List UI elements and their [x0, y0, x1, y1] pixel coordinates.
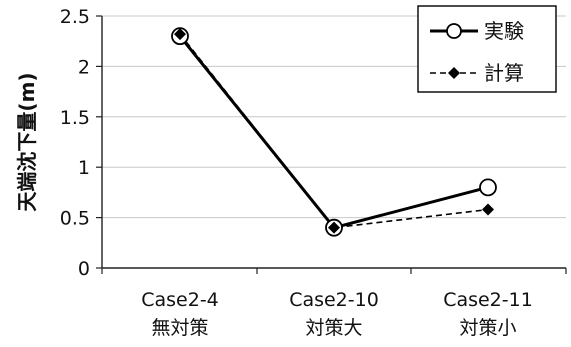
- legend-box: [417, 5, 557, 93]
- y-tick-label: 2: [78, 56, 90, 78]
- x-category-label: Case2-11: [443, 289, 533, 311]
- legend-marker-calc: [448, 67, 460, 79]
- x-category-sublabel: 対策大: [305, 317, 362, 339]
- marker-exp-point: [479, 178, 497, 197]
- y-tick-label: 1: [78, 157, 90, 179]
- x-category-label: Case2-4: [141, 289, 219, 311]
- y-tick-label: 0: [78, 258, 90, 280]
- x-category-labels: Case2-4 無対策 Case2-10 対策大 Case2-11 対策小: [141, 289, 533, 339]
- marker-calc-point: [482, 203, 494, 216]
- x-category-sublabel: 対策小: [459, 317, 516, 339]
- y-tick-label: 1.5: [60, 107, 90, 129]
- series-layer: [171, 27, 497, 237]
- marker-calc-point: [328, 221, 340, 234]
- y-axis-label: 天端沈下量(m): [15, 72, 39, 211]
- legend-label-calc: 計算: [484, 61, 524, 85]
- legend-label-exp: 実験: [484, 19, 524, 43]
- axes: [101, 16, 567, 274]
- legend-marker-exp: [446, 23, 462, 39]
- x-category-label: Case2-10: [289, 289, 379, 311]
- y-tick-label: 2.5: [60, 6, 90, 28]
- y-tick-label: 0.5: [60, 208, 90, 230]
- marker-calc-point: [174, 28, 186, 41]
- y-tick-labels: 0 0.5 1 1.5 2 2.5: [60, 6, 90, 280]
- x-category-sublabel: 無対策: [151, 317, 208, 339]
